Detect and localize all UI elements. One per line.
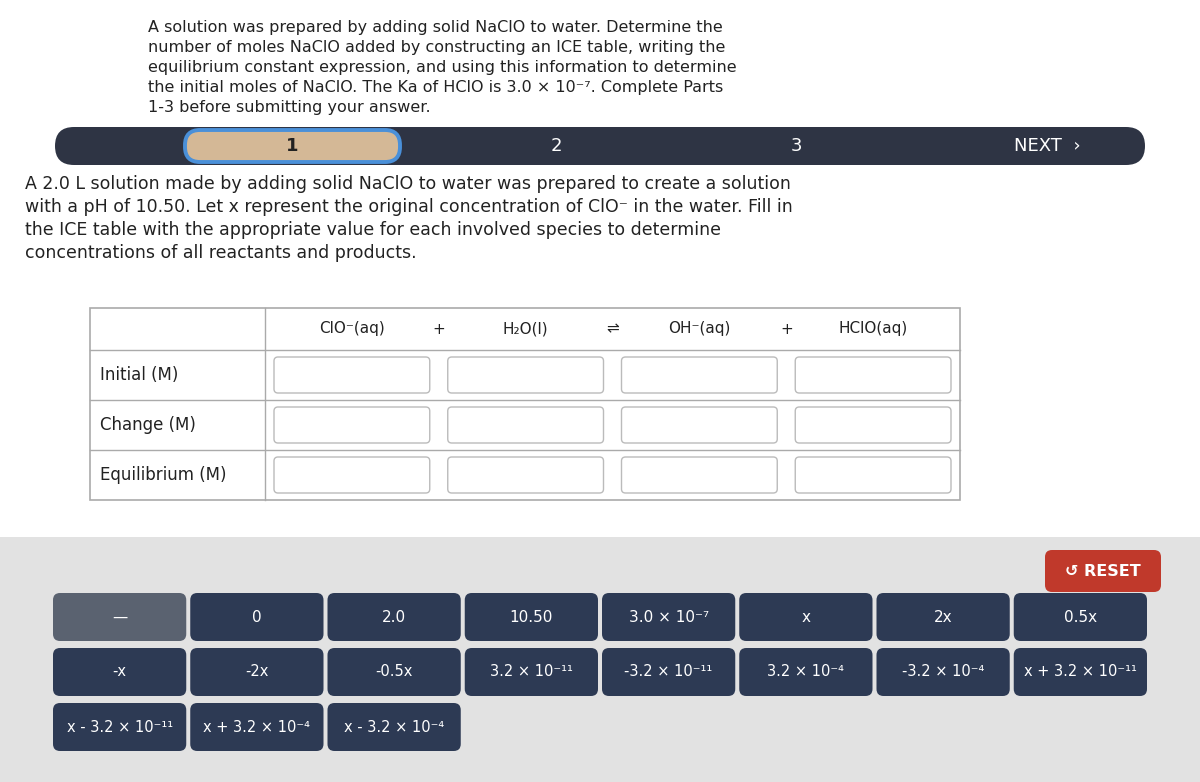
FancyBboxPatch shape — [448, 357, 604, 393]
Text: x + 3.2 × 10⁻¹¹: x + 3.2 × 10⁻¹¹ — [1024, 665, 1136, 680]
FancyBboxPatch shape — [739, 648, 872, 696]
FancyBboxPatch shape — [1014, 593, 1147, 641]
Text: 3.2 × 10⁻⁴: 3.2 × 10⁻⁴ — [768, 665, 845, 680]
Text: number of moles NaClO added by constructing an ICE table, writing the: number of moles NaClO added by construct… — [148, 40, 725, 55]
Text: with a pH of 10.50. Let x represent the original concentration of ClO⁻ in the wa: with a pH of 10.50. Let x represent the … — [25, 198, 793, 216]
Text: x - 3.2 × 10⁻⁴: x - 3.2 × 10⁻⁴ — [344, 719, 444, 734]
Text: concentrations of all reactants and products.: concentrations of all reactants and prod… — [25, 244, 416, 262]
Text: —: — — [112, 609, 127, 625]
FancyBboxPatch shape — [274, 407, 430, 443]
Text: A 2.0 L solution made by adding solid NaClO to water was prepared to create a so: A 2.0 L solution made by adding solid Na… — [25, 175, 791, 193]
Text: Initial (M): Initial (M) — [100, 366, 179, 384]
FancyBboxPatch shape — [622, 407, 778, 443]
Text: -3.2 × 10⁻⁴: -3.2 × 10⁻⁴ — [902, 665, 984, 680]
Text: Change (M): Change (M) — [100, 416, 196, 434]
Text: equilibrium constant expression, and using this information to determine: equilibrium constant expression, and usi… — [148, 60, 737, 75]
FancyBboxPatch shape — [796, 457, 952, 493]
Text: -x: -x — [113, 665, 127, 680]
Text: 1-3 before submitting your answer.: 1-3 before submitting your answer. — [148, 100, 431, 115]
FancyBboxPatch shape — [53, 648, 186, 696]
FancyBboxPatch shape — [53, 703, 186, 751]
FancyBboxPatch shape — [185, 130, 400, 162]
FancyBboxPatch shape — [274, 357, 430, 393]
Text: 2.0: 2.0 — [382, 609, 406, 625]
Text: x - 3.2 × 10⁻¹¹: x - 3.2 × 10⁻¹¹ — [66, 719, 173, 734]
Text: 3.2 × 10⁻¹¹: 3.2 × 10⁻¹¹ — [490, 665, 572, 680]
FancyBboxPatch shape — [796, 357, 952, 393]
FancyBboxPatch shape — [464, 648, 598, 696]
Text: Equilibrium (M): Equilibrium (M) — [100, 466, 227, 484]
Text: NEXT  ›: NEXT › — [1014, 137, 1080, 155]
Text: 1: 1 — [287, 137, 299, 155]
Text: 3.0 × 10⁻⁷: 3.0 × 10⁻⁷ — [629, 609, 709, 625]
Text: 2: 2 — [551, 137, 562, 155]
Text: ⇌: ⇌ — [606, 321, 619, 336]
Bar — [0, 537, 1200, 782]
Text: -0.5x: -0.5x — [376, 665, 413, 680]
FancyBboxPatch shape — [602, 648, 736, 696]
Text: -3.2 × 10⁻¹¹: -3.2 × 10⁻¹¹ — [624, 665, 713, 680]
Text: ClO⁻(aq): ClO⁻(aq) — [319, 321, 385, 336]
Text: -2x: -2x — [245, 665, 269, 680]
FancyBboxPatch shape — [191, 593, 324, 641]
Text: the initial moles of NaClO. The Ka of HClO is 3.0 × 10⁻⁷. Complete Parts: the initial moles of NaClO. The Ka of HC… — [148, 80, 724, 95]
FancyBboxPatch shape — [448, 407, 604, 443]
Text: +: + — [780, 321, 793, 336]
Text: 0.5x: 0.5x — [1064, 609, 1097, 625]
FancyBboxPatch shape — [191, 703, 324, 751]
Text: 0: 0 — [252, 609, 262, 625]
FancyBboxPatch shape — [328, 593, 461, 641]
Text: +: + — [432, 321, 445, 336]
FancyBboxPatch shape — [602, 593, 736, 641]
Text: 2x: 2x — [934, 609, 953, 625]
FancyBboxPatch shape — [739, 593, 872, 641]
Text: A solution was prepared by adding solid NaClO to water. Determine the: A solution was prepared by adding solid … — [148, 20, 722, 35]
FancyBboxPatch shape — [191, 648, 324, 696]
FancyBboxPatch shape — [876, 593, 1009, 641]
Bar — [90, 308, 960, 500]
FancyBboxPatch shape — [876, 648, 1009, 696]
FancyBboxPatch shape — [796, 407, 952, 443]
Text: x + 3.2 × 10⁻⁴: x + 3.2 × 10⁻⁴ — [204, 719, 311, 734]
FancyBboxPatch shape — [622, 357, 778, 393]
FancyBboxPatch shape — [55, 127, 1145, 165]
FancyBboxPatch shape — [53, 593, 186, 641]
FancyBboxPatch shape — [328, 648, 461, 696]
Text: ↺ RESET: ↺ RESET — [1066, 564, 1141, 579]
Text: HClO(aq): HClO(aq) — [839, 321, 907, 336]
Text: H₂O(l): H₂O(l) — [503, 321, 548, 336]
Text: x: x — [802, 609, 810, 625]
Bar — [0, 0, 1200, 240]
FancyBboxPatch shape — [464, 593, 598, 641]
FancyBboxPatch shape — [274, 457, 430, 493]
FancyBboxPatch shape — [328, 703, 461, 751]
Text: the ICE table with the appropriate value for each involved species to determine: the ICE table with the appropriate value… — [25, 221, 721, 239]
FancyBboxPatch shape — [622, 457, 778, 493]
FancyBboxPatch shape — [1045, 550, 1162, 592]
Text: 10.50: 10.50 — [510, 609, 553, 625]
FancyBboxPatch shape — [1014, 648, 1147, 696]
Text: OH⁻(aq): OH⁻(aq) — [668, 321, 731, 336]
Text: 3: 3 — [791, 137, 802, 155]
FancyBboxPatch shape — [448, 457, 604, 493]
